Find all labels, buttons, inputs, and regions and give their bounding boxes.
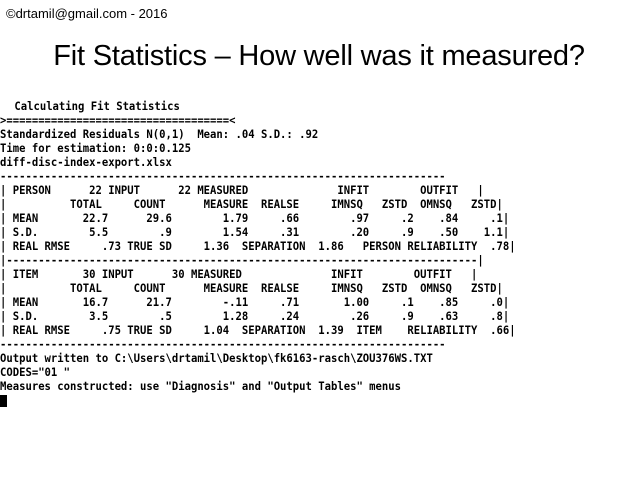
item-table-header: | ITEM 30 INPUT 30 MEASURED INFIT OUTFIT… (0, 268, 478, 281)
copyright-text: ©drtamil@gmail.com - 2016 (6, 6, 168, 21)
item-table-columns: | TOTAL COUNT MEASURE REALSE IMNSQ ZSTD … (0, 282, 503, 295)
person-table-header: | PERSON 22 INPUT 22 MEASURED INFIT OUTF… (0, 184, 484, 197)
table-divider: |---------------------------------------… (0, 254, 484, 267)
slide-title: Fit Statistics – How well was it measure… (53, 40, 585, 72)
console-line-time: Time for estimation: 0:0:0.125 (0, 142, 191, 155)
table-border-top: ----------------------------------------… (0, 170, 446, 183)
console-line-residuals: Standardized Residuals N(0,1) Mean: .04 … (0, 128, 319, 141)
item-table-row-sd: | S.D. 3.5 .5 1.28 .24 .26 .9 .63 .8| (0, 310, 510, 323)
console-line-progress: >===================================< (0, 114, 236, 127)
person-table-columns: | TOTAL COUNT MEASURE REALSE IMNSQ ZSTD … (0, 198, 503, 211)
item-table-row-rmse: | REAL RMSE .75 TRUE SD 1.04 SEPARATION … (0, 324, 516, 337)
console-line-codes: CODES="01 " (0, 366, 71, 379)
person-table-row-mean: | MEAN 22.7 29.6 1.79 .66 .97 .2 .84 .1| (0, 212, 510, 225)
text-cursor (0, 395, 7, 407)
item-table-row-mean: | MEAN 16.7 21.7 -.11 .71 1.00 .1 .85 .0… (0, 296, 510, 309)
console-line-output-path: Output written to C:\Users\drtamil\Deskt… (0, 352, 433, 365)
console-line-filename: diff-disc-index-export.xlsx (0, 156, 172, 169)
person-table-row-rmse: | REAL RMSE .73 TRUE SD 1.36 SEPARATION … (0, 240, 516, 253)
console-line-heading: Calculating Fit Statistics (8, 100, 180, 113)
console-line-measures: Measures constructed: use "Diagnosis" an… (0, 380, 402, 393)
table-border-bottom: ----------------------------------------… (0, 338, 446, 351)
person-table-row-sd: | S.D. 5.5 .9 1.54 .31 .20 .9 .50 1.1| (0, 226, 510, 239)
console-output: Calculating Fit Statistics >============… (0, 100, 638, 430)
